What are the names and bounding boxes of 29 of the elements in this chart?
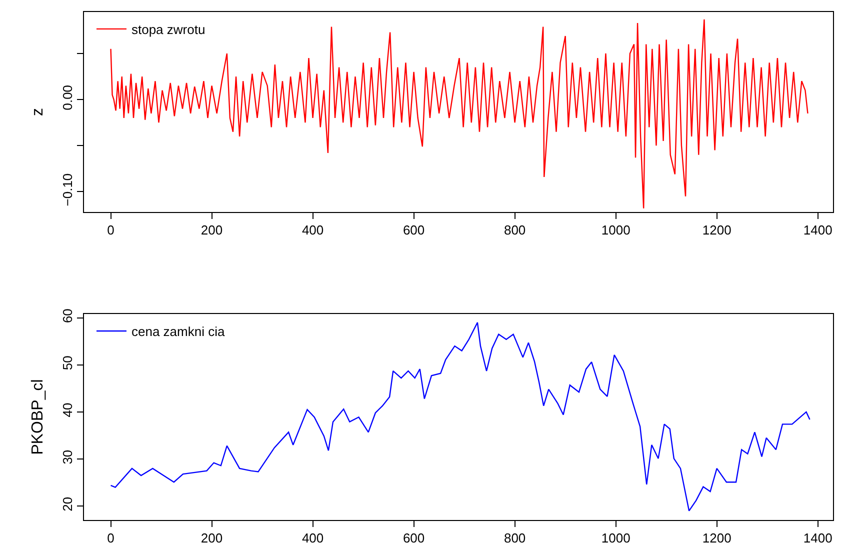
x-tick-label: 1400 <box>803 530 832 546</box>
y-axis-title: z <box>30 108 47 116</box>
y-tick-label: 30 <box>60 450 75 464</box>
x-tick-label: 400 <box>302 222 324 238</box>
x-tick-label: 800 <box>504 222 526 238</box>
y-tick-label: 50 <box>60 356 75 370</box>
x-tick-label: 0 <box>107 530 114 546</box>
legend-label: stopa zwrotu <box>131 22 206 38</box>
x-tick-label: 600 <box>402 530 425 546</box>
x-tick-label: 1000 <box>601 530 630 546</box>
y-tick-label: 40 <box>60 402 75 418</box>
y-tick-label: 60 <box>60 308 75 324</box>
x-tick-label: 600 <box>402 222 425 238</box>
x-tick-label: 400 <box>302 530 324 546</box>
x-tick-label: 1200 <box>702 530 732 546</box>
legend-label: cena zamkni cia <box>131 324 226 340</box>
x-tick-label: 1200 <box>702 222 732 238</box>
x-tick-label: 200 <box>200 222 223 238</box>
y-tick-label: 20 <box>60 496 75 512</box>
x-tick-label: 1400 <box>803 222 832 238</box>
x-tick-label: 800 <box>504 530 526 546</box>
x-tick-label: 200 <box>200 530 223 546</box>
x-tick-label: 1000 <box>601 222 630 238</box>
y-axis-title: PKOBP_cl <box>30 379 47 455</box>
line-series <box>110 18 808 209</box>
y-tick-label: −0.10 <box>60 173 75 206</box>
x-tick-label: 0 <box>107 222 114 238</box>
y-tick-label: 0.00 <box>60 84 75 110</box>
line-series <box>110 322 810 512</box>
